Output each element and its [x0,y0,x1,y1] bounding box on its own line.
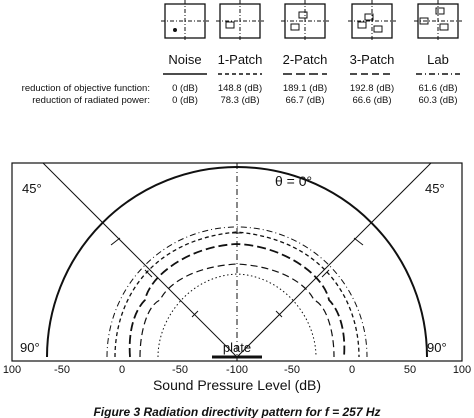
patch [364,13,374,21]
axis-tick-label: -50 [284,364,300,376]
axis-tick-label: 100 [453,364,471,376]
tick [110,237,121,246]
diagonal-line [236,162,432,358]
tick [353,237,364,246]
axis-tick-label: -50 [54,364,70,376]
patch [298,11,308,19]
axis-tick-label: -50 [172,364,188,376]
column-label: 3-Patch [350,52,395,67]
tick [144,269,153,278]
legend: Noise 0 (dB)0 (dB) 1-Patch 148.8 (dB)78.3 (… [22,0,462,106]
patch [225,21,235,29]
tick [321,269,330,278]
cell-value: 189.1 (dB) [283,83,327,94]
patch [439,23,449,31]
plate-label: plate [223,340,251,355]
column-label: Lab [427,52,449,67]
curve-2-patch [128,243,346,358]
diagonal-line [42,162,238,358]
angle-label: 45° [425,181,445,196]
cell-value: 61.6 (dB) [418,83,457,94]
curve-lab [106,226,368,358]
axis-tick-label: 0 [119,364,125,376]
tick [275,310,283,318]
axis-tick-label: 50 [404,364,416,376]
caption: Figure 3 Radiation directivity pattern f… [93,405,380,418]
polar-plot [11,162,463,362]
axis-ticks: 100 -50 0 -50 -100 -50 0 50 100 [3,364,471,376]
column-label: Noise [168,52,201,67]
patch [290,23,300,31]
cell-value: 60.3 (dB) [418,95,457,106]
noise-source [173,28,177,32]
axis-title: Sound Pressure Level (dB) [153,377,321,393]
angle-label: 90° [427,340,447,355]
axis-tick-label: 100 [3,364,21,376]
theta-label: θ = 0° [275,173,312,189]
cell-value: 0 (dB) [172,83,198,94]
angle-label: 45° [22,181,42,196]
cell-value: 66.6 (dB) [352,95,391,106]
angle-label: 90° [20,340,40,355]
axis-tick-label: -100 [226,364,248,376]
cell-value: 0 (dB) [172,95,198,106]
patch [435,7,445,15]
row-label: reduction of objective function: [22,83,150,94]
curve-noise [157,273,317,358]
column-label: 2-Patch [283,52,328,67]
cell-value: 148.8 (dB) [218,83,262,94]
cell-value: 78.3 (dB) [220,95,259,106]
row-label: reduction of radiated power: [32,95,150,106]
tick [191,310,199,318]
column-label: 1-Patch [218,52,263,67]
patch [419,17,429,25]
patch [373,25,383,33]
cell-value: 192.8 (dB) [350,83,394,94]
patch [357,21,367,29]
axis-tick-label: 0 [349,364,355,376]
cell-value: 66.7 (dB) [285,95,324,106]
